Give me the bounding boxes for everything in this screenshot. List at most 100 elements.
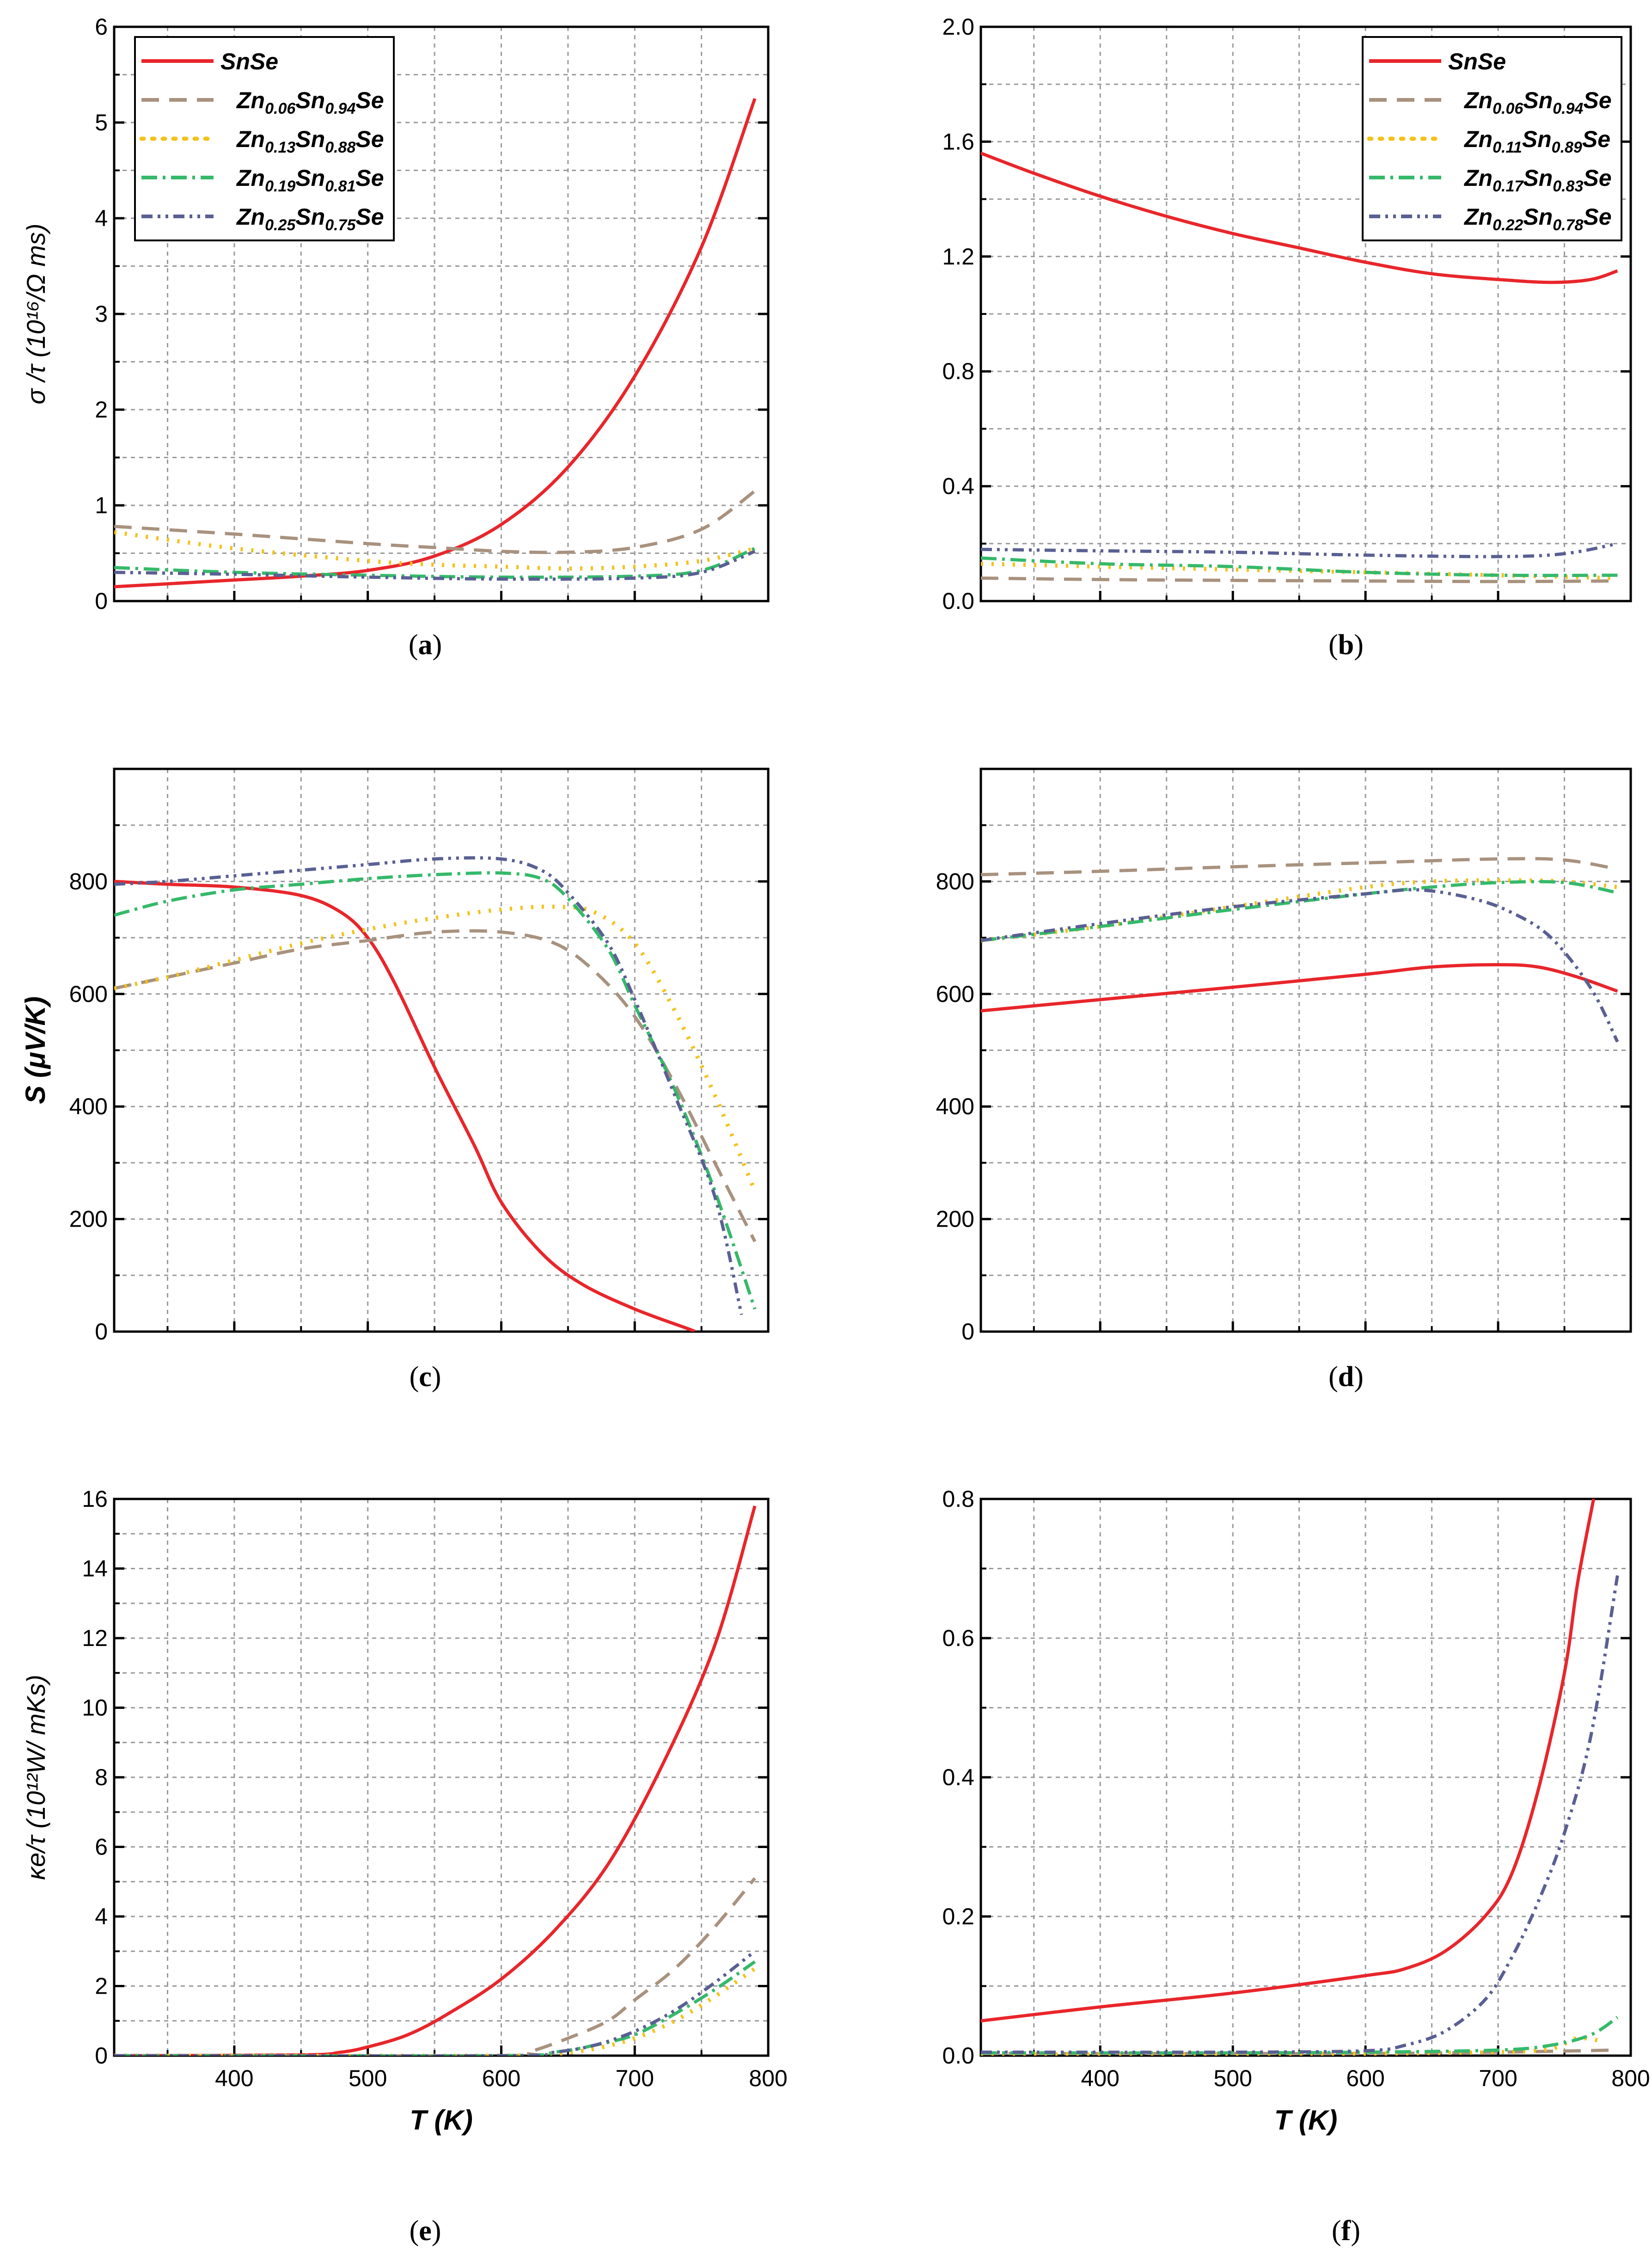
series-line-snse bbox=[981, 151, 1618, 284]
series-group bbox=[981, 857, 1619, 1043]
x-tick-label: 400 bbox=[1081, 2065, 1120, 2091]
y-tick-label: 0 bbox=[95, 588, 108, 614]
caption-close-paren: ) bbox=[1354, 629, 1364, 661]
caption-close-paren: ) bbox=[432, 2215, 441, 2247]
x-tick-label: 400 bbox=[215, 2065, 253, 2091]
y-tick-label: 0.0 bbox=[942, 588, 974, 614]
legend-label: Zn0.06Sn0.94Se bbox=[236, 87, 384, 117]
y-tick-label: 0 bbox=[95, 2043, 108, 2069]
series-line-snse bbox=[981, 1499, 1596, 2023]
legend-label: SnSe bbox=[1448, 49, 1506, 74]
x-axis-title: T (K) bbox=[410, 2105, 473, 2136]
series-group bbox=[114, 856, 757, 1332]
y-tick-label: 10 bbox=[82, 1695, 108, 1721]
legend-label-part: Zn bbox=[1463, 165, 1493, 191]
legend-label-part: Zn bbox=[236, 204, 265, 230]
legend-label-part: Se bbox=[1582, 126, 1610, 152]
series-line-zn1 bbox=[114, 1877, 756, 2056]
legend: SnSeZn0.06Sn0.94SeZn0.11Sn0.89SeZn0.17Sn… bbox=[1362, 36, 1622, 241]
y-tick-label: 600 bbox=[69, 981, 108, 1007]
legend-label-part: 0.19 bbox=[265, 178, 295, 195]
legend-label-part: Zn bbox=[236, 87, 265, 113]
series-line-zn3 bbox=[114, 871, 757, 1310]
legend-label: Zn0.11Sn0.89Se bbox=[1463, 126, 1610, 156]
panel-caption: (b) bbox=[1328, 629, 1364, 661]
y-axis-title: κe/τ (10¹²W/ mKs) bbox=[21, 1675, 50, 1880]
y-tick-label: 2.0 bbox=[942, 14, 974, 40]
y-tick-label: 0 bbox=[95, 1319, 108, 1345]
legend-label-part: 0.13 bbox=[265, 139, 295, 156]
x-tick-label: 500 bbox=[1213, 2065, 1252, 2091]
caption-letter: f bbox=[1341, 2215, 1352, 2247]
series-line-zn1 bbox=[114, 929, 757, 1242]
series-line-zn4 bbox=[981, 1575, 1619, 2054]
series-line-zn2 bbox=[114, 530, 756, 571]
legend-label-part: Se bbox=[1583, 204, 1611, 230]
legend-label-part: Se bbox=[1583, 165, 1611, 191]
legend-label-part: Zn bbox=[1463, 126, 1493, 152]
y-tick-label: 0.4 bbox=[942, 473, 974, 499]
legend-label: Zn0.17Sn0.83Se bbox=[1463, 165, 1612, 195]
x-tick-label: 800 bbox=[1611, 2065, 1650, 2091]
y-tick-label: 14 bbox=[82, 1556, 108, 1582]
y-tick-label: 0.8 bbox=[942, 358, 974, 384]
series-line-snse bbox=[981, 963, 1618, 1013]
legend-box bbox=[134, 36, 395, 241]
legend-label: Zn0.13Sn0.88Se bbox=[236, 126, 384, 156]
panel-b: 0.00.40.81.21.62.0SnSeZn0.06Sn0.94SeZn0.… bbox=[942, 14, 1632, 661]
series-line-zn1 bbox=[114, 490, 756, 554]
caption-open-paren: ( bbox=[1332, 2215, 1341, 2247]
y-tick-label: 8 bbox=[95, 1764, 108, 1790]
series-line-snse bbox=[114, 879, 697, 1332]
legend-label-part: 0.89 bbox=[1552, 139, 1582, 156]
y-tick-label: 400 bbox=[69, 1093, 108, 1119]
y-tick-label: 200 bbox=[936, 1206, 974, 1232]
y-tick-label: 400 bbox=[936, 1093, 974, 1119]
y-tick-label: 0.4 bbox=[942, 1764, 974, 1790]
y-tick-label: 3 bbox=[95, 301, 108, 327]
series-line-zn3 bbox=[114, 1960, 756, 2056]
series-group bbox=[981, 1499, 1619, 2056]
caption-open-paren: ( bbox=[409, 629, 418, 661]
legend-label-part: 0.06 bbox=[1493, 100, 1524, 117]
caption-open-paren: ( bbox=[1328, 629, 1338, 661]
legend-label: Zn0.06Sn0.94Se bbox=[1463, 87, 1612, 117]
legend-box bbox=[1362, 36, 1622, 241]
y-tick-label: 600 bbox=[936, 981, 974, 1007]
legend-label-part: Sn bbox=[1523, 204, 1553, 230]
caption-open-paren: ( bbox=[410, 2215, 419, 2247]
x-tick-label: 500 bbox=[349, 2065, 387, 2091]
legend-label-part: 0.22 bbox=[1493, 216, 1523, 234]
x-tick-label: 700 bbox=[1479, 2065, 1517, 2091]
caption-close-paren: ) bbox=[1351, 2215, 1360, 2247]
panel-caption: (f) bbox=[1332, 2215, 1360, 2247]
legend-label-part: Se bbox=[355, 204, 384, 230]
caption-letter: c bbox=[419, 1361, 432, 1393]
y-tick-label: 12 bbox=[82, 1625, 108, 1651]
legend-label-part: Zn bbox=[236, 165, 265, 191]
series-line-zn1 bbox=[981, 857, 1618, 877]
caption-open-paren: ( bbox=[1328, 1361, 1338, 1393]
panel-caption: (e) bbox=[410, 2215, 441, 2247]
legend-label-part: Se bbox=[355, 165, 384, 191]
legend-label: SnSe bbox=[220, 49, 278, 74]
caption-letter: a bbox=[418, 629, 433, 661]
y-axis-title: σ /τ (10¹⁶/Ω ms) bbox=[21, 223, 50, 404]
panel-e: 0 2 4 6 8 10 12 14 16 400 500 600 700 800 κe/τ (10¹²W/… bbox=[21, 1486, 788, 2247]
caption-letter: d bbox=[1338, 1361, 1354, 1393]
legend-label-part: 0.94 bbox=[325, 100, 355, 117]
panel-f: 0.0 0.2 0.4 0.6 0.8 400 500 600 700 800 T (K) (f) bbox=[942, 1486, 1650, 2247]
legend-label-part: Sn bbox=[295, 126, 325, 152]
legend-label: Zn0.22Sn0.78Se bbox=[1463, 204, 1612, 234]
y-tick-label: 16 bbox=[82, 1486, 108, 1512]
legend-label-part: 0.25 bbox=[265, 216, 296, 234]
legend-label-part: 0.88 bbox=[325, 139, 355, 156]
panel-d: 0 200 400 600 800 (d) bbox=[936, 768, 1632, 1393]
legend-label-part: Se bbox=[355, 87, 384, 113]
series-line-snse bbox=[114, 1505, 757, 2056]
y-tick-label: 800 bbox=[69, 868, 108, 894]
y-tick-label: 800 bbox=[936, 868, 974, 894]
y-tick-label: 4 bbox=[95, 1904, 108, 1929]
legend-label-part: 0.81 bbox=[325, 178, 355, 195]
panel-caption: (d) bbox=[1328, 1361, 1364, 1393]
